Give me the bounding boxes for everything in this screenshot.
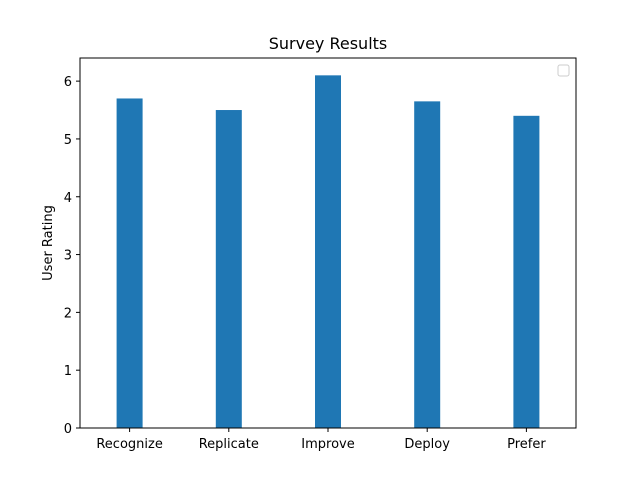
bar-improve bbox=[315, 75, 341, 428]
x-tick-label: Deploy bbox=[404, 437, 450, 452]
y-tick-label: 6 bbox=[64, 75, 72, 90]
y-tick-label: 1 bbox=[64, 364, 72, 379]
bar-recognize bbox=[116, 98, 143, 428]
y-axis-label: User Rating bbox=[41, 205, 56, 281]
bars-layer bbox=[116, 75, 540, 429]
x-tick-label: Recognize bbox=[96, 437, 162, 452]
x-tick-label: Improve bbox=[301, 437, 354, 452]
x-tick-label: Prefer bbox=[507, 437, 546, 452]
bar-prefer bbox=[513, 115, 540, 428]
bar-deploy bbox=[414, 101, 441, 429]
x-ticks: Recognize Replicate Improve Deploy Prefer bbox=[96, 428, 546, 452]
y-tick-label: 5 bbox=[64, 133, 72, 148]
legend-box bbox=[557, 64, 570, 77]
y-ticks: 0 1 2 3 4 5 6 bbox=[64, 75, 80, 437]
y-tick-label: 0 bbox=[64, 422, 72, 437]
chart-title: Survey Results bbox=[269, 34, 388, 53]
x-tick-label: Replicate bbox=[199, 437, 259, 452]
y-tick-label: 2 bbox=[64, 306, 72, 321]
y-tick-label: 4 bbox=[64, 191, 72, 206]
axes-frame bbox=[79, 57, 577, 429]
bar-replicate bbox=[215, 110, 242, 428]
y-tick-label: 3 bbox=[64, 249, 72, 264]
